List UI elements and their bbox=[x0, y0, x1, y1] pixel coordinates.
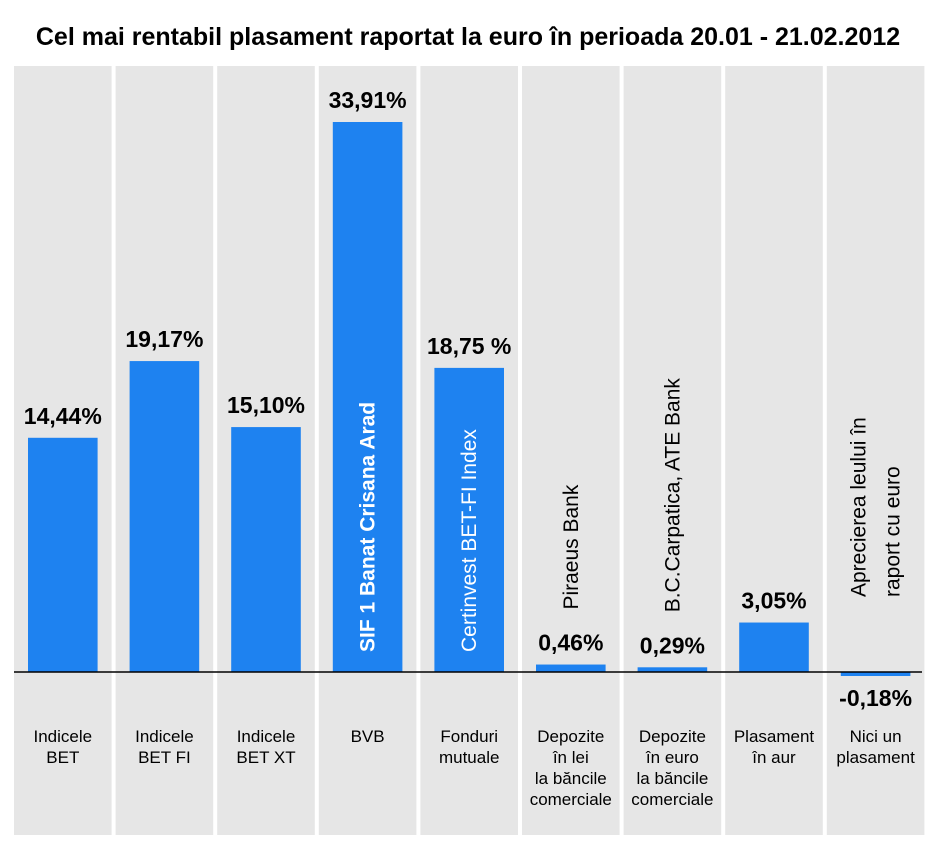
bar-note: Piraeus Bank bbox=[560, 484, 583, 609]
value-label: 33,91% bbox=[329, 87, 407, 113]
category-label: Depozite bbox=[537, 727, 604, 746]
bar bbox=[840, 672, 911, 676]
bar bbox=[129, 361, 200, 672]
category-label: la băncile bbox=[636, 769, 708, 788]
category-label: Indicele bbox=[237, 727, 296, 746]
value-label: -0,18% bbox=[839, 685, 912, 711]
bar bbox=[28, 437, 98, 672]
category-label: BVB bbox=[351, 727, 385, 746]
bar bbox=[434, 367, 504, 672]
value-label: 14,44% bbox=[24, 403, 102, 429]
value-label: 19,17% bbox=[125, 326, 203, 352]
bar-notes: SIF 1 Banat Crisana Arad Certinvest BET-F… bbox=[357, 378, 905, 652]
category-label: Indicele bbox=[33, 727, 92, 746]
category-label: BET FI bbox=[138, 748, 191, 767]
bar-note: raport cu euro bbox=[882, 466, 905, 597]
bar-note: Certinvest BET-FI Index bbox=[458, 429, 481, 652]
category-label: Nici un bbox=[850, 727, 902, 746]
value-label: 3,05% bbox=[741, 588, 806, 614]
bar bbox=[536, 664, 606, 672]
category-label: plasament bbox=[836, 748, 915, 767]
value-label: 15,10% bbox=[227, 392, 305, 418]
category-label: mutuale bbox=[439, 748, 499, 767]
value-label: 0,29% bbox=[640, 632, 705, 658]
bar bbox=[637, 667, 708, 672]
category-label: în lei bbox=[552, 748, 589, 767]
value-label: 18,75 % bbox=[427, 333, 511, 359]
bar bbox=[332, 122, 403, 672]
bar-note: SIF 1 Banat Crisana Arad bbox=[357, 402, 380, 652]
category-label: Plasament bbox=[734, 727, 815, 746]
category-panel bbox=[522, 66, 620, 835]
category-label: comerciale bbox=[530, 790, 612, 809]
bar bbox=[739, 622, 809, 672]
bar-note: B.C.Carpatica, ATE Bank bbox=[661, 378, 684, 613]
category-label: în aur bbox=[751, 748, 796, 767]
bar bbox=[231, 427, 301, 672]
value-labels: 14,44% 19,17% 15,10% 33,91% 18,75 % 0,46% 0,29… bbox=[24, 87, 912, 711]
category-panel bbox=[826, 66, 925, 835]
bar-note: Aprecierea leului în bbox=[848, 417, 871, 597]
category-panel bbox=[725, 66, 823, 835]
category-label: în euro bbox=[645, 748, 699, 767]
category-label: la băncile bbox=[535, 769, 607, 788]
category-panel bbox=[623, 66, 722, 835]
chart-title: Cel mai rentabil plasament raportat la e… bbox=[36, 23, 900, 51]
category-label: Fonduri bbox=[440, 727, 498, 746]
bars bbox=[28, 122, 911, 676]
category-labels: Indicele BET Indicele BET FI Indicele BET XT B… bbox=[33, 727, 915, 809]
category-label: BET bbox=[46, 748, 79, 767]
category-label: Depozite bbox=[639, 727, 706, 746]
category-label: BET XT bbox=[236, 748, 295, 767]
category-label: comerciale bbox=[631, 790, 713, 809]
value-label: 0,46% bbox=[538, 630, 603, 656]
category-label: Indicele bbox=[135, 727, 194, 746]
